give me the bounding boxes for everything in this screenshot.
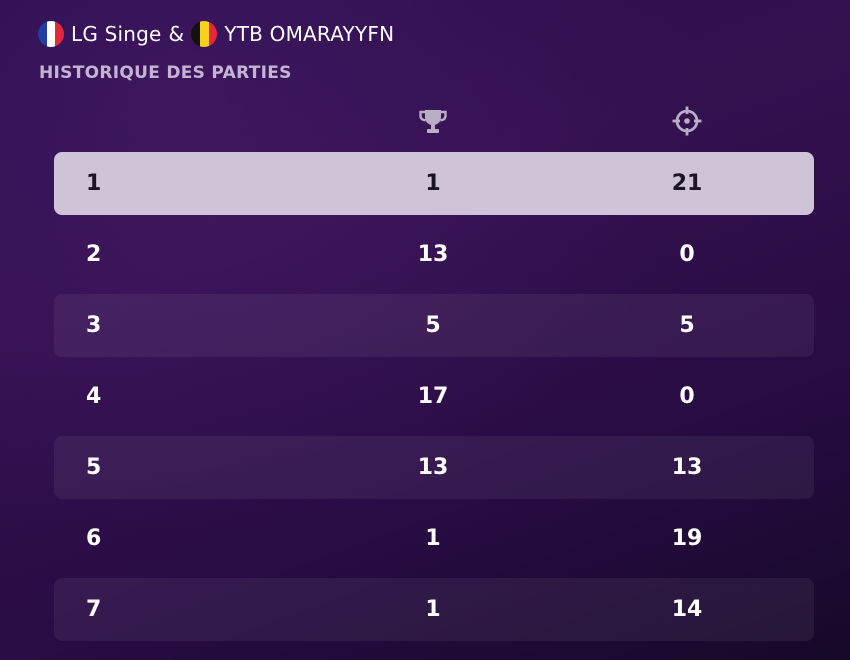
france-flag-icon — [38, 21, 64, 47]
crosshair-icon — [671, 106, 703, 136]
row-wins: 13 — [417, 242, 449, 267]
row-kills: 19 — [671, 526, 703, 551]
row-kills: 13 — [671, 455, 703, 480]
table-row[interactable]: 3 5 5 — [54, 294, 814, 357]
row-rank: 1 — [86, 171, 102, 196]
table-row[interactable]: 5 13 13 — [54, 436, 814, 499]
table-row[interactable]: 2 13 0 — [54, 223, 814, 286]
row-wins: 13 — [417, 455, 449, 480]
row-rank: 6 — [86, 526, 102, 551]
row-wins: 5 — [425, 313, 441, 338]
player1-name: LG Singe — [71, 22, 162, 46]
row-wins: 17 — [417, 384, 449, 409]
row-rank: 3 — [86, 313, 102, 338]
row-kills: 5 — [679, 313, 695, 338]
row-rank: 4 — [86, 384, 102, 409]
row-kills: 14 — [671, 597, 703, 622]
row-wins: 1 — [425, 526, 441, 551]
table-row[interactable]: 1 1 21 — [54, 152, 814, 215]
row-rank: 5 — [86, 455, 102, 480]
belgium-flag-icon — [191, 21, 218, 47]
row-kills: 0 — [679, 384, 695, 409]
team-header: LG Singe & YTB OMARAYYFN — [38, 20, 394, 48]
match-history-table: 1 1 21 2 13 0 3 5 5 4 17 0 5 13 13 6 1 1… — [54, 152, 814, 649]
row-wins: 1 — [425, 171, 441, 196]
player-separator: & — [168, 22, 185, 46]
row-kills: 21 — [671, 171, 703, 196]
table-row[interactable]: 7 1 14 — [54, 578, 814, 641]
table-row[interactable]: 4 17 0 — [54, 365, 814, 428]
row-rank: 2 — [86, 242, 102, 267]
row-kills: 0 — [679, 242, 695, 267]
row-wins: 1 — [425, 597, 441, 622]
row-rank: 7 — [86, 597, 102, 622]
table-row[interactable]: 6 1 19 — [54, 507, 814, 570]
trophy-icon — [417, 106, 449, 136]
player2-name: YTB OMARAYYFN — [224, 22, 395, 46]
section-title: HISTORIQUE DES PARTIES — [39, 63, 292, 83]
